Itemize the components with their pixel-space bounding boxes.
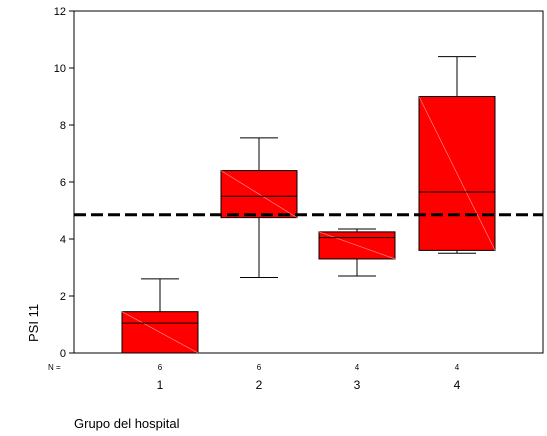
- box-highlight: [418, 96, 496, 251]
- n-value: 4: [355, 363, 360, 372]
- y-axis: 0 2 4 6 8 10 12: [54, 6, 74, 360]
- n-value: 6: [158, 363, 163, 372]
- y-tick-label: 0: [60, 348, 66, 360]
- box-highlight: [220, 170, 298, 218]
- y-tick-label: 6: [60, 177, 66, 189]
- n-label: N =: [48, 363, 61, 372]
- y-tick-label: 2: [60, 291, 66, 303]
- boxes-layer: [121, 56, 496, 354]
- y-tick-label: 10: [54, 63, 66, 75]
- x-axis: N = 6 1 6 2 4 3 4 4: [48, 363, 461, 392]
- y-axis-label: PSI 11: [26, 304, 41, 342]
- y-tick-label: 4: [60, 234, 66, 246]
- y-tick-label: 8: [60, 120, 66, 132]
- box-group-1: [121, 278, 199, 354]
- n-value: 6: [257, 363, 262, 372]
- box-highlight: [121, 311, 199, 354]
- x-tick-label: 4: [454, 378, 461, 392]
- x-tick-label: 1: [157, 378, 164, 392]
- box-highlight: [318, 231, 396, 260]
- box-group-4: [418, 56, 496, 254]
- x-tick-label: 2: [256, 378, 263, 392]
- y-tick-label: 12: [54, 6, 66, 18]
- x-tick-label: 3: [354, 378, 361, 392]
- box-group-2: [220, 137, 298, 278]
- x-axis-label: Grupo del hospital: [74, 416, 180, 431]
- box-group-3: [318, 228, 396, 277]
- n-value: 4: [455, 363, 460, 372]
